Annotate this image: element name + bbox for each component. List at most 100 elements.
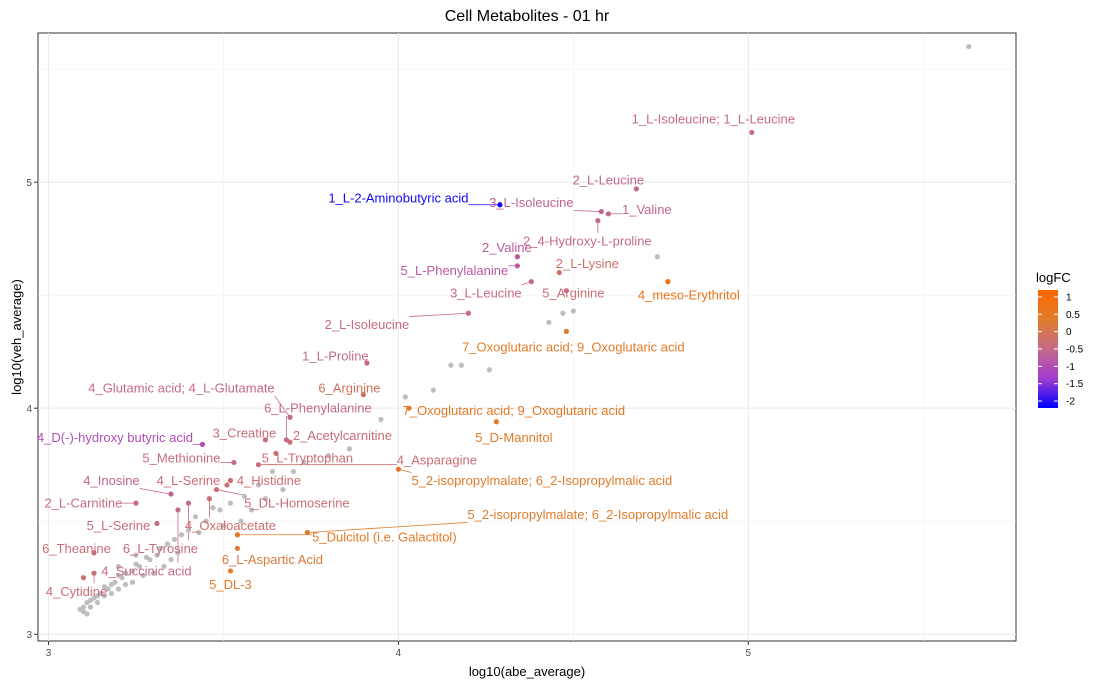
- background-point: [122, 570, 129, 576]
- background-point: [220, 523, 227, 529]
- point-label: 5_DL-3: [209, 577, 252, 592]
- background-point: [115, 563, 122, 570]
- background-point: [238, 518, 244, 524]
- data-point: [595, 217, 601, 224]
- legend-tick-label: 0: [1066, 327, 1072, 338]
- background-point: [430, 387, 436, 393]
- point-label: 3_L-Leucine: [450, 285, 522, 300]
- point-label: 4_Cytidine: [46, 584, 107, 599]
- point-label: 5_Dulcitol (i.e. Galactitol): [312, 530, 457, 545]
- background-point: [966, 43, 972, 50]
- data-point: [598, 208, 604, 215]
- background-point: [448, 362, 454, 368]
- background-point: [546, 319, 552, 325]
- legend-tick-label: 0.5: [1066, 310, 1080, 321]
- data-point: [80, 575, 87, 581]
- data-point: [227, 477, 234, 484]
- data-point: [91, 550, 97, 556]
- background-point: [140, 572, 146, 579]
- data-point: [514, 254, 520, 260]
- background-point: [161, 563, 167, 570]
- point-label: 7_Oxoglutaric acid; 9_Oxoglutaric acid: [462, 340, 685, 355]
- point-label: 3_L-Isoleucine: [489, 195, 574, 210]
- background-point: [115, 586, 122, 592]
- point-label: 4_meso-Erythritol: [638, 288, 740, 303]
- data-point: [633, 186, 639, 192]
- background-point: [241, 493, 248, 499]
- leader-line: [216, 489, 245, 496]
- data-point: [528, 279, 534, 285]
- leader-line: [409, 312, 469, 317]
- point-label: 5_L-Serine: [87, 518, 151, 533]
- background-point: [486, 367, 492, 373]
- point-label: 4_D(-)-hydroxy butyric acid: [37, 430, 193, 445]
- point-label: 2_L-Lysine: [556, 256, 619, 271]
- data-point: [154, 520, 160, 527]
- data-point: [493, 419, 499, 425]
- point-label: 2_4-Hydroxy-L-proline: [523, 233, 652, 248]
- point-label: 4_Glutamic acid; 4_L-Glutamate: [88, 380, 274, 395]
- legend-tick-label: -2: [1066, 397, 1075, 408]
- data-point: [224, 482, 230, 488]
- point-label: 5_Methionine: [142, 450, 220, 465]
- data-point: [175, 507, 181, 513]
- leader-line: [139, 488, 172, 495]
- background-point: [269, 468, 276, 475]
- background-point: [185, 527, 192, 533]
- point-label: 5_D-Mannitol: [475, 430, 552, 445]
- point-label: 4_L-Serine: [157, 473, 221, 488]
- background-point: [108, 581, 115, 588]
- point-label: 2_Acetylcarnitine: [293, 428, 392, 443]
- background-point: [133, 561, 139, 567]
- background-point: [115, 572, 122, 579]
- point-label: 6_L-Tyrosine: [123, 541, 198, 556]
- data-point: [231, 459, 237, 466]
- y-tick-label: 4: [26, 404, 32, 415]
- point-label: 5_DL-Homoserine: [244, 496, 350, 511]
- background-points: [77, 43, 972, 617]
- data-point: [563, 328, 569, 334]
- background-point: [192, 514, 199, 520]
- background-point: [227, 500, 234, 506]
- data-point: [213, 486, 220, 493]
- point-labels: 1_L-Isoleucine; 1_L-Leucine 2_L-Leucine 1_…: [37, 111, 795, 598]
- background-point: [255, 482, 262, 488]
- background-point: [150, 570, 157, 576]
- point-label: 5_L-Tryptophan: [262, 450, 353, 465]
- background-point: [94, 599, 101, 606]
- background-point: [248, 507, 255, 513]
- background-point: [175, 550, 181, 556]
- point-label: 6_L-Phenylalanine: [264, 401, 372, 416]
- data-point: [665, 279, 671, 285]
- point-label: 1_Valine: [622, 202, 672, 217]
- highlighted-points: [80, 129, 755, 581]
- leader-line: [573, 210, 602, 212]
- data-point: [227, 568, 234, 574]
- point-label: 2_Valine: [482, 240, 532, 255]
- chart-title: Cell Metabolites - 01 hr: [445, 8, 610, 25]
- background-point: [108, 590, 115, 597]
- legend-colorbar: [1038, 290, 1058, 408]
- data-point: [497, 202, 503, 208]
- background-point: [217, 507, 223, 513]
- background-point: [122, 581, 129, 588]
- data-point: [255, 462, 262, 468]
- background-point: [290, 468, 297, 475]
- background-point: [196, 529, 202, 536]
- background-point: [210, 505, 216, 511]
- x-tick-label: 3: [46, 648, 52, 659]
- point-label: 5_2-isopropylmalate; 6_2-Isopropylmalic …: [411, 473, 672, 488]
- y-tick-label: 3: [26, 630, 32, 641]
- background-point: [325, 453, 332, 459]
- data-point: [287, 414, 293, 420]
- background-point: [560, 310, 566, 316]
- background-point: [654, 254, 660, 260]
- point-label: 4_Succinic acid: [101, 563, 191, 578]
- background-point: [77, 606, 83, 612]
- background-point: [143, 554, 150, 560]
- data-point: [360, 392, 367, 398]
- data-point: [273, 450, 279, 457]
- point-label: 5_L-Phenylalanine: [401, 263, 509, 278]
- data-point: [605, 211, 611, 217]
